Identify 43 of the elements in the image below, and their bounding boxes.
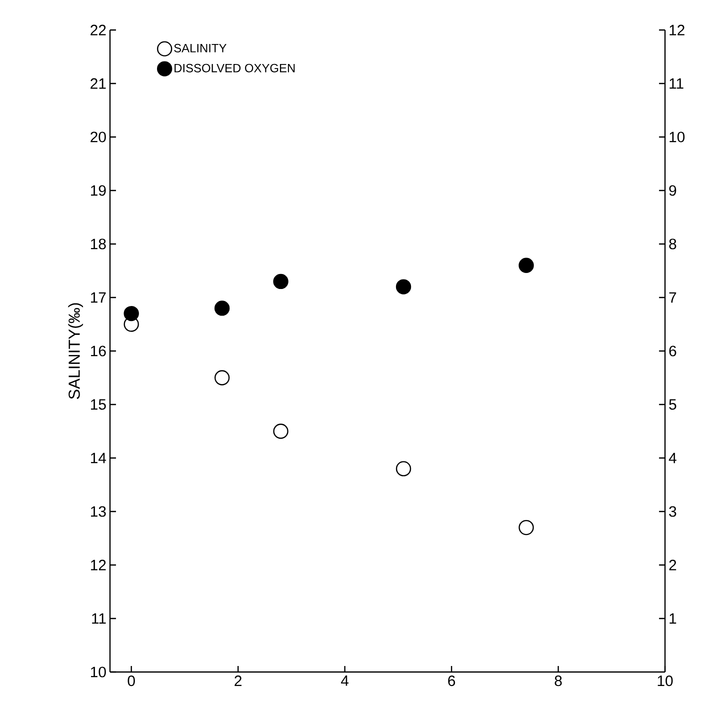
y-tick-label: 22: [90, 24, 106, 36]
x-tick-label: 2: [234, 676, 242, 686]
point: [214, 300, 230, 316]
y2-tick-label: 7: [669, 292, 676, 303]
y-axis-title: SALINITY(‰): [68, 303, 84, 399]
x-tick-label: 8: [554, 676, 562, 686]
y2-tick-label: 11: [670, 78, 684, 89]
y2-tick-label: 12: [670, 24, 684, 36]
y-tick-label: 20: [90, 132, 106, 142]
point: [518, 520, 534, 536]
x-tick-label: 4: [341, 676, 349, 686]
y-tick-label: 14: [91, 452, 106, 464]
y-tick-label: 19: [91, 185, 106, 196]
point: [273, 424, 288, 439]
y-tick-label: 15: [91, 399, 106, 410]
y-tick-label: 11: [92, 613, 106, 624]
legend-label: SALINITY: [174, 44, 226, 52]
point: [396, 279, 412, 294]
y-tick-label: 16: [91, 346, 106, 356]
point: [396, 461, 412, 476]
y-tick-label: 17: [91, 292, 106, 303]
y2-tick-label: 10: [670, 132, 685, 142]
point: [214, 370, 230, 386]
y2-tick-label: 9: [669, 185, 676, 196]
y2-tick-label: 2: [669, 560, 676, 570]
y-tick-label: 21: [90, 78, 106, 89]
y2-tick-label: 5: [669, 399, 676, 410]
point: [124, 306, 139, 322]
y2-tick-label: 4: [668, 452, 676, 464]
point: [273, 274, 288, 290]
y2-tick-label: 1: [670, 613, 676, 624]
y2-tick-label: 6: [669, 346, 676, 356]
x-tick-label: 6: [448, 676, 456, 686]
x-tick-label: 10: [658, 676, 673, 686]
x-tick-label: 0: [128, 676, 135, 686]
y-tick-label: 12: [91, 560, 106, 570]
point: [518, 258, 534, 273]
legend-label: DISSOLVED OXYGEN: [174, 64, 295, 72]
y-tick-label: 13: [91, 506, 106, 517]
y-tick-label: 18: [91, 238, 106, 250]
y2-tick-label: 3: [669, 506, 676, 517]
y-tick-label: 10: [91, 666, 106, 678]
y2-tick-label: 8: [669, 238, 676, 250]
